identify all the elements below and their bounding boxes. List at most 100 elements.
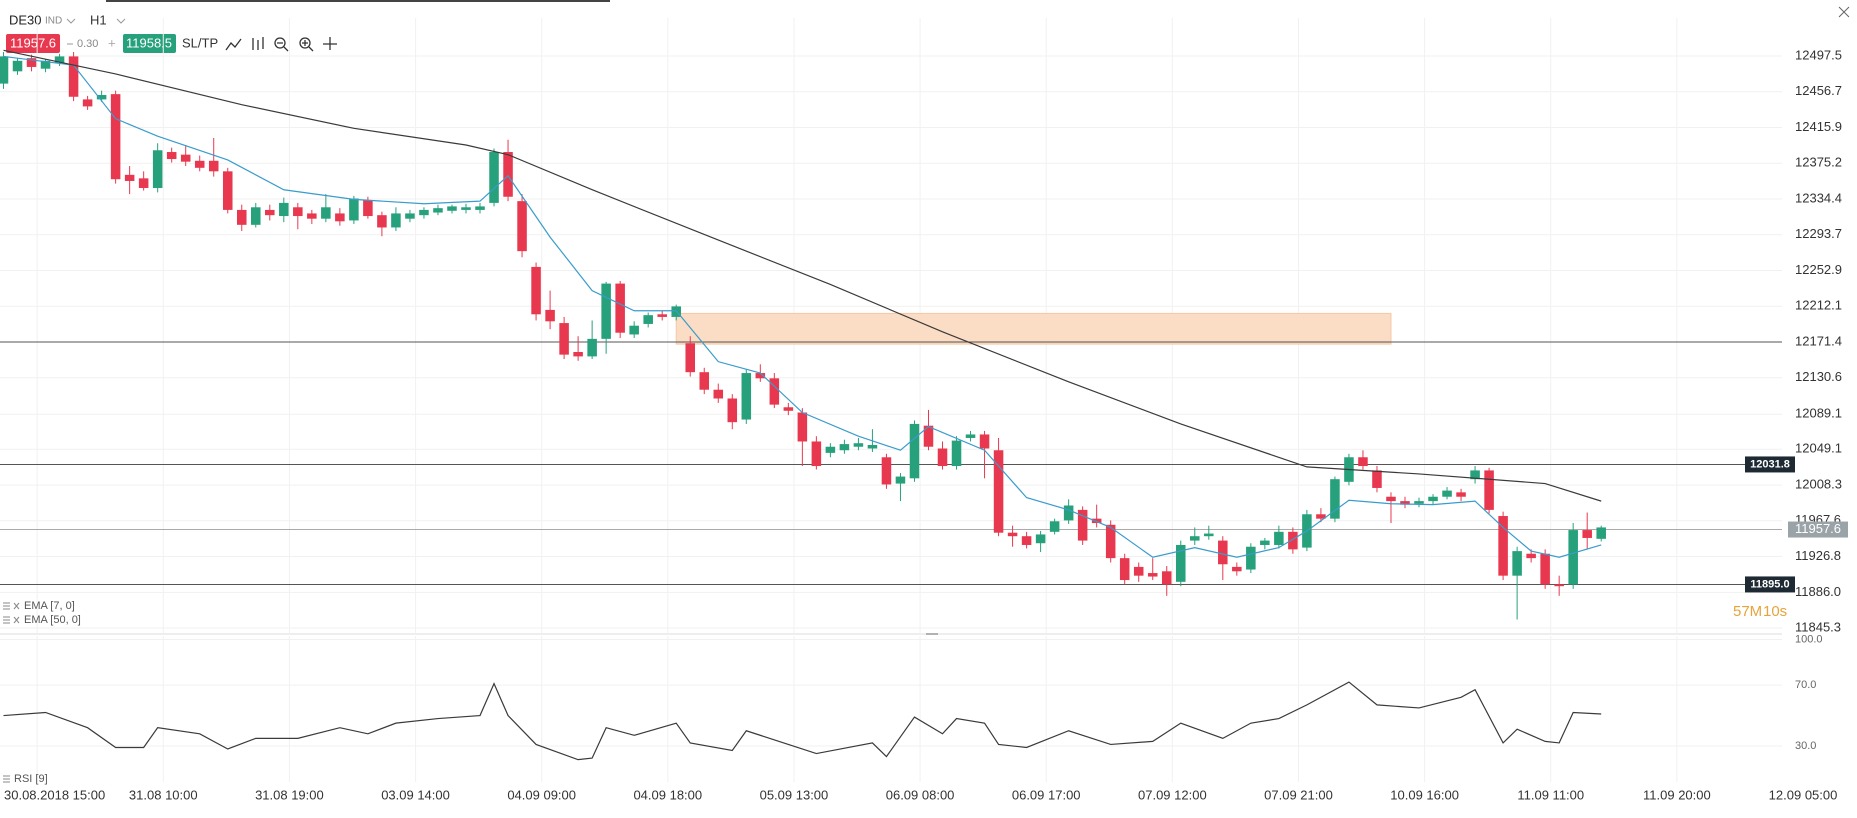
candle-body bbox=[1119, 558, 1130, 581]
candle-body bbox=[391, 213, 401, 228]
candle-body bbox=[825, 446, 836, 453]
zoom-out-icon[interactable] bbox=[274, 37, 286, 49]
dropdown-icon[interactable] bbox=[116, 18, 126, 24]
candle-icon[interactable] bbox=[252, 37, 264, 50]
candle-body bbox=[433, 208, 443, 213]
candle-body bbox=[657, 314, 667, 317]
candle-body bbox=[1232, 566, 1242, 572]
candle-body bbox=[839, 444, 850, 451]
x-tick-label: 04.09 09:00 bbox=[507, 787, 576, 802]
candle-body bbox=[293, 207, 303, 217]
y-tick-label: 12130.6 bbox=[1795, 369, 1842, 384]
sltp-button[interactable]: SL/TP bbox=[182, 35, 218, 50]
candle-body bbox=[489, 152, 499, 203]
price-tag-label: 11895.0 bbox=[1750, 578, 1789, 590]
candle-body bbox=[979, 434, 990, 449]
dropdown-icon[interactable] bbox=[66, 18, 76, 24]
x-tick-label: 30.08.2018 15:00 bbox=[4, 787, 105, 802]
candle-body bbox=[124, 174, 135, 181]
candle-body bbox=[965, 434, 976, 438]
countdown-minutes: 57M bbox=[1733, 603, 1762, 620]
close-icon[interactable] bbox=[1838, 6, 1850, 18]
y-tick-label: 12171.4 bbox=[1795, 333, 1842, 348]
x-tick-label: 10.09 16:00 bbox=[1390, 787, 1459, 802]
price-tag bbox=[1745, 456, 1795, 473]
candle-body bbox=[1414, 501, 1424, 504]
ask[interactable]: 11958.5 bbox=[126, 35, 172, 50]
candle-body bbox=[895, 476, 906, 484]
candle-body bbox=[222, 171, 233, 210]
candle-body bbox=[349, 198, 359, 221]
y-tick-label: 12089.1 bbox=[1795, 406, 1842, 421]
panel: 12497.5 12456.7 12415.9 12375.2 12334.4 12293… bbox=[0, 18, 1848, 802]
indicator-line bbox=[3, 55, 1602, 558]
candle-body bbox=[587, 338, 597, 357]
indicator-line bbox=[3, 681, 1602, 761]
candle-body bbox=[685, 343, 696, 373]
x-tick-label: 31.08 19:00 bbox=[255, 787, 324, 802]
ask-box[interactable] bbox=[123, 34, 176, 53]
spread: 0.30 bbox=[77, 38, 98, 50]
candle-body bbox=[545, 309, 555, 322]
y-tick-label: 100.0 bbox=[1795, 633, 1823, 645]
candle-body bbox=[1246, 546, 1256, 570]
zoom-in-icon[interactable] bbox=[299, 37, 311, 49]
y-tick-label: 12252.9 bbox=[1795, 262, 1842, 277]
y-tick-label: 11926.8 bbox=[1795, 548, 1841, 563]
candle-body bbox=[265, 209, 275, 216]
candle-body bbox=[909, 423, 920, 479]
x-tick-label: 06.09 08:00 bbox=[886, 787, 955, 802]
candle-body bbox=[503, 152, 513, 197]
candle-body bbox=[1035, 534, 1046, 544]
candle-body bbox=[363, 200, 373, 217]
x-tick-label: 11.09 20:00 bbox=[1643, 787, 1711, 802]
candle-body bbox=[1540, 553, 1550, 585]
candle-body bbox=[321, 207, 331, 219]
price-tag-label: 12031.8 bbox=[1750, 458, 1790, 470]
candle-body bbox=[26, 58, 37, 67]
y-tick-label: 11845.3 bbox=[1795, 619, 1841, 634]
x-tick-label: 06.09 17:00 bbox=[1012, 787, 1081, 802]
candle-body bbox=[1147, 573, 1158, 577]
candle-body bbox=[643, 315, 653, 324]
candle-body bbox=[1091, 518, 1102, 524]
candle-body bbox=[405, 213, 415, 219]
candle-body bbox=[110, 94, 121, 180]
candle-body bbox=[1596, 527, 1606, 539]
crosshair-icon[interactable] bbox=[323, 37, 337, 50]
candle-body bbox=[1386, 496, 1396, 502]
candle-body bbox=[615, 283, 625, 333]
candle-body bbox=[307, 213, 317, 219]
candle-body bbox=[1358, 457, 1368, 467]
market: IND bbox=[45, 16, 62, 27]
candle-body bbox=[251, 207, 261, 225]
candle-body bbox=[699, 372, 710, 390]
timeframe[interactable]: H1 bbox=[90, 12, 107, 27]
y-tick-label: 12049.1 bbox=[1795, 441, 1842, 456]
candle-body bbox=[1260, 540, 1270, 545]
candle-body bbox=[629, 325, 639, 335]
candle-body bbox=[419, 209, 429, 216]
candle-body bbox=[96, 95, 107, 100]
candle-body bbox=[1105, 524, 1116, 559]
candle-body bbox=[1554, 584, 1564, 587]
candle-body bbox=[881, 457, 892, 485]
y-tick-label: 12375.2 bbox=[1795, 155, 1842, 170]
candle-body bbox=[923, 425, 934, 447]
candle-body bbox=[1077, 509, 1088, 541]
candle-body bbox=[783, 407, 794, 411]
bid-box[interactable] bbox=[6, 34, 60, 53]
candle-body bbox=[1498, 516, 1508, 576]
candle-body bbox=[1274, 531, 1284, 545]
candle-body bbox=[40, 60, 51, 69]
symbol[interactable]: DE30 bbox=[9, 12, 42, 27]
y-tick-label: 12212.1 bbox=[1795, 298, 1842, 313]
candle-body bbox=[1512, 551, 1522, 576]
y-tick-label: 12497.5 bbox=[1795, 47, 1842, 62]
candle-body bbox=[447, 206, 457, 211]
line-icon[interactable] bbox=[225, 38, 242, 51]
toolbar-icons[interactable] bbox=[225, 37, 337, 52]
candle-body bbox=[236, 209, 247, 225]
candle-body bbox=[1330, 479, 1340, 519]
bid[interactable]: 11957.6 bbox=[10, 35, 56, 50]
